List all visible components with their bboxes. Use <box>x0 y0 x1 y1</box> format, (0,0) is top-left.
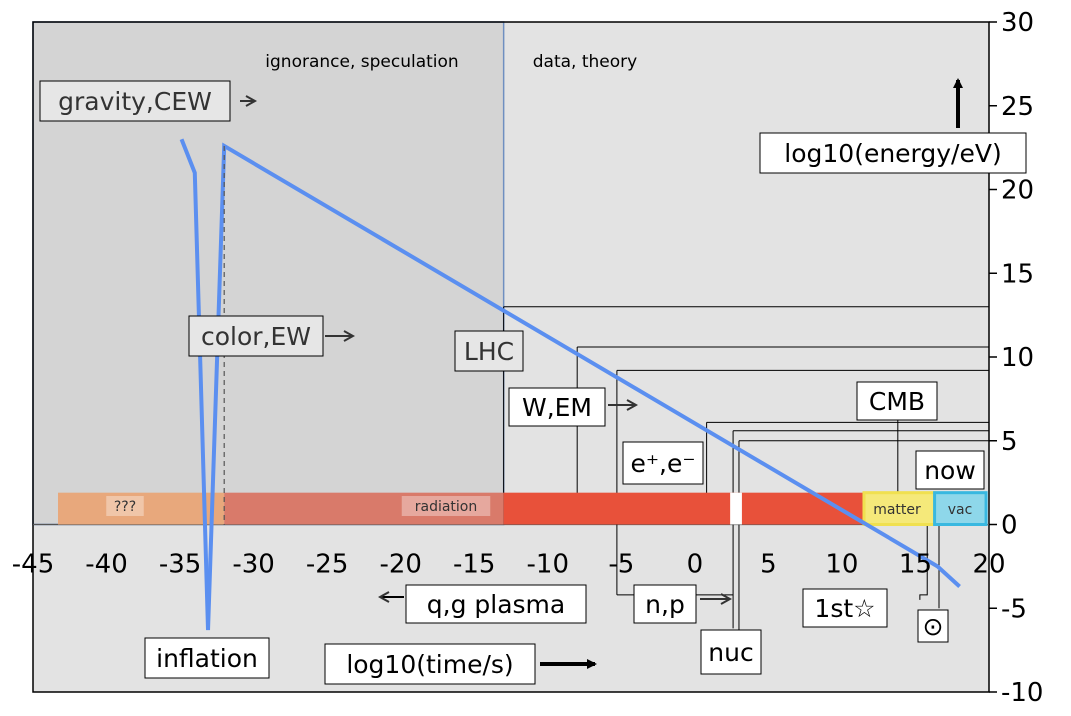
annotation-4: e⁺,e⁻ <box>630 449 695 478</box>
x-tick-12: 15 <box>899 550 932 580</box>
annotation-11: ⊙ <box>923 612 944 641</box>
x-tick-0: -45 <box>12 550 54 580</box>
x-tick-2: -35 <box>159 550 201 580</box>
x-tick-7: -10 <box>527 550 569 580</box>
y-tick-6: 20 <box>1001 176 1034 206</box>
x-tick-6: -15 <box>453 550 495 580</box>
y-tick-7: 25 <box>1001 92 1034 122</box>
y-tick-4: 10 <box>1001 343 1034 373</box>
y-axis-label: log10(energy/eV) <box>784 139 1001 168</box>
x-tick-10: 5 <box>760 550 777 580</box>
annotation-9: nuc <box>708 638 753 667</box>
x-tick-1: -40 <box>85 550 127 580</box>
annotation-7: q,g plasma <box>427 590 565 619</box>
x-tick-11: 10 <box>825 550 858 580</box>
annotation-10: 1st☆ <box>814 594 875 623</box>
era-label-1: radiation <box>415 499 478 515</box>
era-label-0: ??? <box>114 499 136 515</box>
annotation-8: n,p <box>645 590 685 619</box>
x-tick-13: 20 <box>972 550 1005 580</box>
annotation-5: CMB <box>869 387 925 416</box>
era-label-3: matter <box>873 502 921 518</box>
annotation-0: gravity,CEW <box>58 87 212 116</box>
x-tick-8: -5 <box>608 550 634 580</box>
x-tick-4: -25 <box>306 550 348 580</box>
era-2 <box>504 493 864 525</box>
era-gap <box>730 493 742 525</box>
era-label-4: vac <box>948 502 973 518</box>
x-tick-9: 0 <box>687 550 704 580</box>
annotation-1: color,EW <box>201 322 311 351</box>
x-tick-5: -20 <box>379 550 421 580</box>
x-axis-label: log10(time/s) <box>346 650 513 679</box>
y-tick-1: -5 <box>1001 594 1027 624</box>
annotation-2: LHC <box>464 337 514 366</box>
y-tick-3: 5 <box>1001 427 1018 457</box>
y-tick-5: 15 <box>1001 259 1034 289</box>
y-tick-0: -10 <box>1001 678 1043 708</box>
annotation-12: inflation <box>156 644 258 673</box>
eras-layer: ??? radiation matter vac <box>58 493 986 525</box>
region-label-0: ignorance, speculation <box>265 52 458 72</box>
annotation-6: now <box>924 456 976 485</box>
x-tick-3: -30 <box>232 550 274 580</box>
y-tick-8: 30 <box>1001 8 1034 38</box>
y-tick-2: 0 <box>1001 511 1018 541</box>
annotation-3: W,EM <box>522 393 592 422</box>
region-label-1: data, theory <box>533 52 637 72</box>
